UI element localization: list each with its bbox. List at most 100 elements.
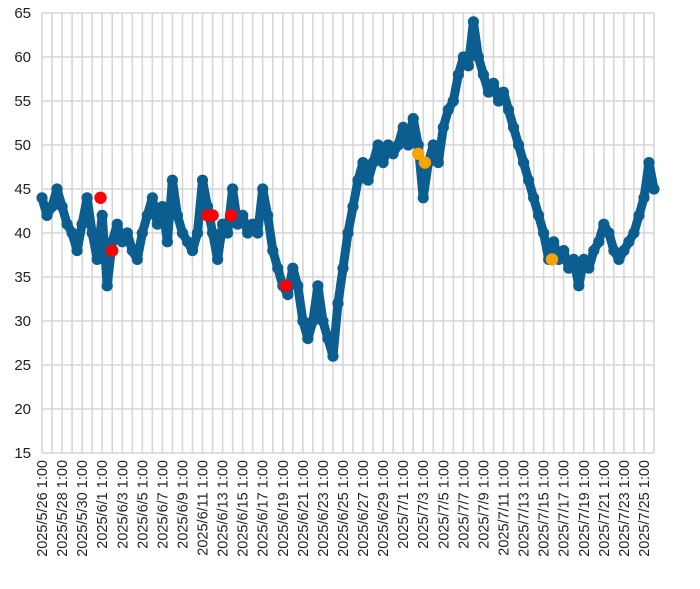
series-0-point-90: [487, 77, 500, 89]
y-tick-label-65: 65: [14, 5, 31, 22]
x-tick-label-25: 2025/7/15 1:00: [537, 460, 553, 557]
series-0-point-12: [96, 209, 108, 221]
series-0-point-72: [397, 121, 409, 133]
x-tick-label-5: 2025/6/5 1:00: [135, 460, 151, 549]
series-1-point-0: [94, 191, 107, 204]
x-tick-label-10: 2025/6/15 1:00: [236, 460, 252, 557]
series-0-point-51: [292, 280, 304, 292]
series-0-point-69: [382, 139, 394, 151]
series-0-point-91: [492, 95, 505, 107]
series-0-point-85: [462, 60, 474, 72]
y-tick-label-50: 50: [14, 137, 31, 154]
series-0-point-0: [36, 192, 48, 204]
series-0-point-37: [222, 227, 234, 239]
series-0-point-121: [643, 157, 655, 169]
series-0-point-116: [618, 245, 630, 257]
series-0-point-41: [242, 227, 254, 239]
x-tick-label-8: 2025/6/11 1:00: [196, 460, 212, 556]
series-0-point-96: [518, 157, 530, 169]
x-tick-label-15: 2025/6/25 1:00: [336, 460, 352, 557]
series-0-point-22: [146, 192, 158, 204]
series-0-point-19: [131, 253, 143, 265]
series-0-point-30: [186, 245, 199, 257]
series-0-point-111: [593, 236, 605, 248]
series-0-point-46: [267, 245, 279, 257]
y-tick-label-20: 20: [14, 401, 31, 418]
series-0-point-76: [417, 192, 429, 204]
series-0-point-29: [181, 236, 194, 248]
series-0-point-45: [262, 209, 274, 221]
series-0-point-54: [307, 315, 319, 327]
series-0-point-88: [477, 69, 489, 81]
series-0-point-84: [457, 51, 469, 63]
series-0-point-58: [327, 350, 339, 362]
series-0-point-2: [46, 201, 58, 213]
series-1-point-3: [206, 209, 219, 222]
x-tick-label-12: 2025/6/19 1:00: [276, 460, 292, 557]
x-tick-label-17: 2025/6/29 1:00: [376, 460, 392, 557]
series-0: [36, 16, 660, 362]
series-0-point-47: [272, 262, 284, 274]
series-0-point-36: [217, 218, 229, 230]
series-0-point-68: [377, 157, 389, 169]
series-0-point-82: [447, 95, 459, 107]
series-0-point-110: [588, 245, 600, 257]
y-tick-label-15: 15: [14, 445, 31, 462]
series-0-point-57: [322, 333, 334, 345]
series-0-point-40: [237, 209, 249, 221]
x-tick-label-27: 2025/7/19 1:00: [577, 460, 593, 557]
series-0-point-122: [648, 183, 660, 195]
series-0-point-20: [136, 227, 148, 239]
y-axis-tick-labels: 15 20 25 30 35 40 45 50 55 60 65: [14, 5, 31, 462]
series-0-point-5: [61, 218, 73, 230]
x-tick-label-1: 2025/5/28 1:00: [55, 460, 71, 557]
series-0-point-3: [51, 183, 63, 195]
series-0-point-79: [432, 157, 444, 169]
series-0-point-60: [337, 262, 349, 274]
series-0-point-98: [528, 192, 540, 204]
series-0-point-94: [507, 121, 520, 133]
series-0-point-107: [573, 280, 585, 292]
series-0-point-115: [613, 253, 625, 265]
series-0-point-70: [387, 148, 399, 160]
x-tick-label-16: 2025/6/27 1:00: [356, 460, 372, 557]
series-0-point-55: [312, 280, 324, 292]
series-0-point-89: [482, 86, 495, 98]
series-2-point-2: [545, 253, 559, 266]
y-tick-label-25: 25: [14, 357, 31, 374]
series-0-point-65: [362, 174, 374, 186]
x-tick-label-29: 2025/7/23 1:00: [617, 460, 633, 557]
x-tick-label-11: 2025/6/17 1:00: [256, 460, 272, 557]
series-0-point-81: [442, 104, 454, 116]
series-0-point-32: [196, 174, 209, 186]
series-0-point-23: [151, 218, 163, 230]
series-0-point-75: [412, 139, 424, 151]
x-tick-label-14: 2025/6/23 1:00: [316, 460, 332, 557]
series-0-point-108: [578, 253, 590, 265]
series-0-point-53: [302, 333, 314, 345]
series-1-point-4: [224, 209, 238, 222]
series-0-point-35: [212, 253, 224, 265]
series-0-point-50: [287, 262, 299, 274]
series-0-point-18: [126, 245, 138, 257]
series-0-point-80: [437, 121, 449, 133]
series-0-point-95: [513, 139, 525, 151]
series-0-point-6: [66, 227, 78, 239]
series-0-point-99: [533, 209, 545, 221]
series-0-point-93: [502, 104, 515, 116]
x-tick-label-2: 2025/5/30 1:00: [75, 460, 91, 557]
x-tick-label-18: 2025/7/1 1:00: [396, 460, 412, 549]
series-0-point-102: [548, 236, 560, 248]
x-axis-tick-labels: 2025/5/26 1:00 2025/5/28 1:00 2025/5/30 1:…: [35, 460, 653, 557]
series-0-point-42: [247, 218, 259, 230]
series-0-point-120: [638, 192, 650, 204]
series-0-point-34: [207, 227, 219, 239]
series-0-point-62: [347, 201, 359, 213]
y-tick-label-45: 45: [14, 181, 31, 198]
x-tick-label-20: 2025/7/5 1:00: [436, 460, 452, 549]
series-0-point-63: [352, 174, 364, 186]
series-1: [94, 191, 293, 292]
x-tick-label-24: 2025/7/13 1:00: [517, 460, 533, 557]
series-0-point-56: [317, 315, 329, 327]
